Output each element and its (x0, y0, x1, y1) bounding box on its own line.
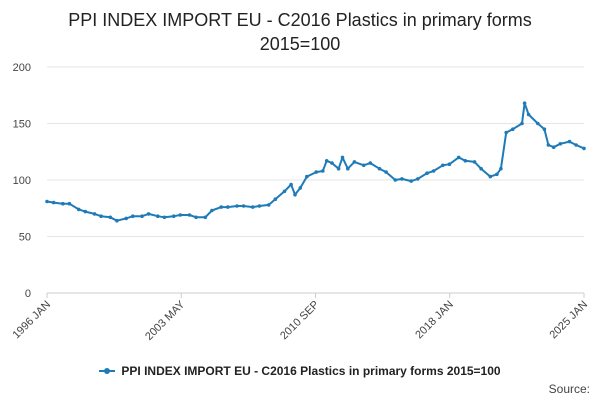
series-point (456, 155, 461, 160)
series-point (162, 215, 167, 220)
series-point (522, 101, 527, 105)
series-point (582, 146, 586, 151)
series-point (324, 159, 329, 163)
series-point (499, 166, 503, 171)
y-tick-label: 50 (19, 232, 31, 244)
series-point (526, 112, 531, 117)
series-point (219, 205, 223, 209)
series-point (536, 121, 540, 126)
series-point (124, 216, 128, 221)
series-point (409, 179, 414, 183)
chart-title: PPI INDEX IMPORT EU - C2016 Plastics in … (0, 8, 600, 56)
series-point (340, 155, 345, 160)
series-point (336, 166, 341, 171)
series-point (495, 172, 499, 177)
series-point (289, 182, 293, 187)
x-tick-label: 1996 JAN (10, 299, 53, 342)
series-point (140, 214, 144, 218)
legend-series-marker-icon (99, 365, 116, 377)
series-point (241, 204, 246, 208)
series-point (210, 208, 214, 213)
series-point (293, 192, 297, 197)
series-point (194, 215, 198, 220)
series-point (574, 143, 578, 147)
x-tick-label: 2018 JAN (413, 299, 456, 342)
series-point (51, 200, 56, 205)
series-point (282, 189, 287, 194)
series-point (45, 199, 49, 204)
y-tick-label: 100 (13, 175, 31, 187)
series-point (305, 174, 309, 179)
series-point (273, 197, 278, 201)
series-point (416, 177, 420, 181)
series-point (447, 162, 452, 166)
series-point (558, 142, 563, 146)
series-point (431, 169, 436, 173)
legend[interactable]: PPI INDEX IMPORT EU - C2016 Plastics in … (0, 364, 600, 378)
series-point (314, 170, 319, 174)
chart-title-main: PPI INDEX IMPORT EU - C2016 Plastics in … (68, 10, 532, 30)
series-point (567, 139, 572, 144)
series-point (393, 178, 398, 182)
series-point (298, 186, 303, 190)
series-point (551, 145, 556, 149)
series-point (441, 163, 445, 168)
series-point (156, 214, 160, 218)
series-point (226, 205, 230, 209)
series-point (520, 121, 524, 126)
series-point (257, 204, 262, 208)
series-point (108, 215, 113, 220)
series-point (546, 143, 551, 147)
series-point (384, 170, 388, 174)
series-point (488, 174, 493, 179)
series-point (203, 215, 208, 220)
series-point (504, 130, 509, 135)
series-point (131, 214, 135, 218)
legend-series-label: PPI INDEX IMPORT EU - C2016 Plastics in … (121, 364, 501, 378)
series-point (187, 213, 192, 217)
y-tick-label: 200 (13, 62, 31, 74)
series-line (46, 102, 585, 222)
x-tick-label: 2003 MAY (143, 298, 188, 343)
series-point (425, 171, 429, 175)
series-point (400, 177, 404, 181)
series-point (463, 159, 468, 163)
series-point (346, 166, 350, 171)
series-point (511, 127, 515, 131)
series-point (542, 127, 547, 131)
chart-title-sub: 2015=100 (259, 34, 341, 54)
series-point (235, 204, 239, 208)
series-point (61, 201, 65, 206)
series-point (266, 203, 271, 207)
series-point (330, 161, 334, 165)
x-tick-label: 2010 SEP (278, 299, 322, 343)
series-point (479, 166, 483, 171)
y-tick-label: 0 (25, 288, 31, 300)
series-point (99, 214, 103, 218)
series-point (67, 201, 72, 206)
series-point (251, 205, 255, 209)
series-point (361, 163, 366, 168)
series-point (368, 161, 373, 165)
series-point (146, 212, 151, 216)
series-point (377, 166, 382, 171)
series-point (178, 213, 183, 217)
x-tick-label: 2025 JAN (547, 299, 590, 342)
y-tick-label: 150 (13, 119, 31, 131)
series-point (92, 212, 97, 216)
source-credit[interactable]: Source: (548, 382, 590, 396)
series-point (352, 160, 357, 164)
series-point (83, 209, 88, 214)
series-point (115, 218, 119, 223)
series-point (321, 169, 325, 173)
series-point (171, 214, 176, 218)
series-point (472, 160, 477, 164)
series-point (76, 207, 81, 212)
